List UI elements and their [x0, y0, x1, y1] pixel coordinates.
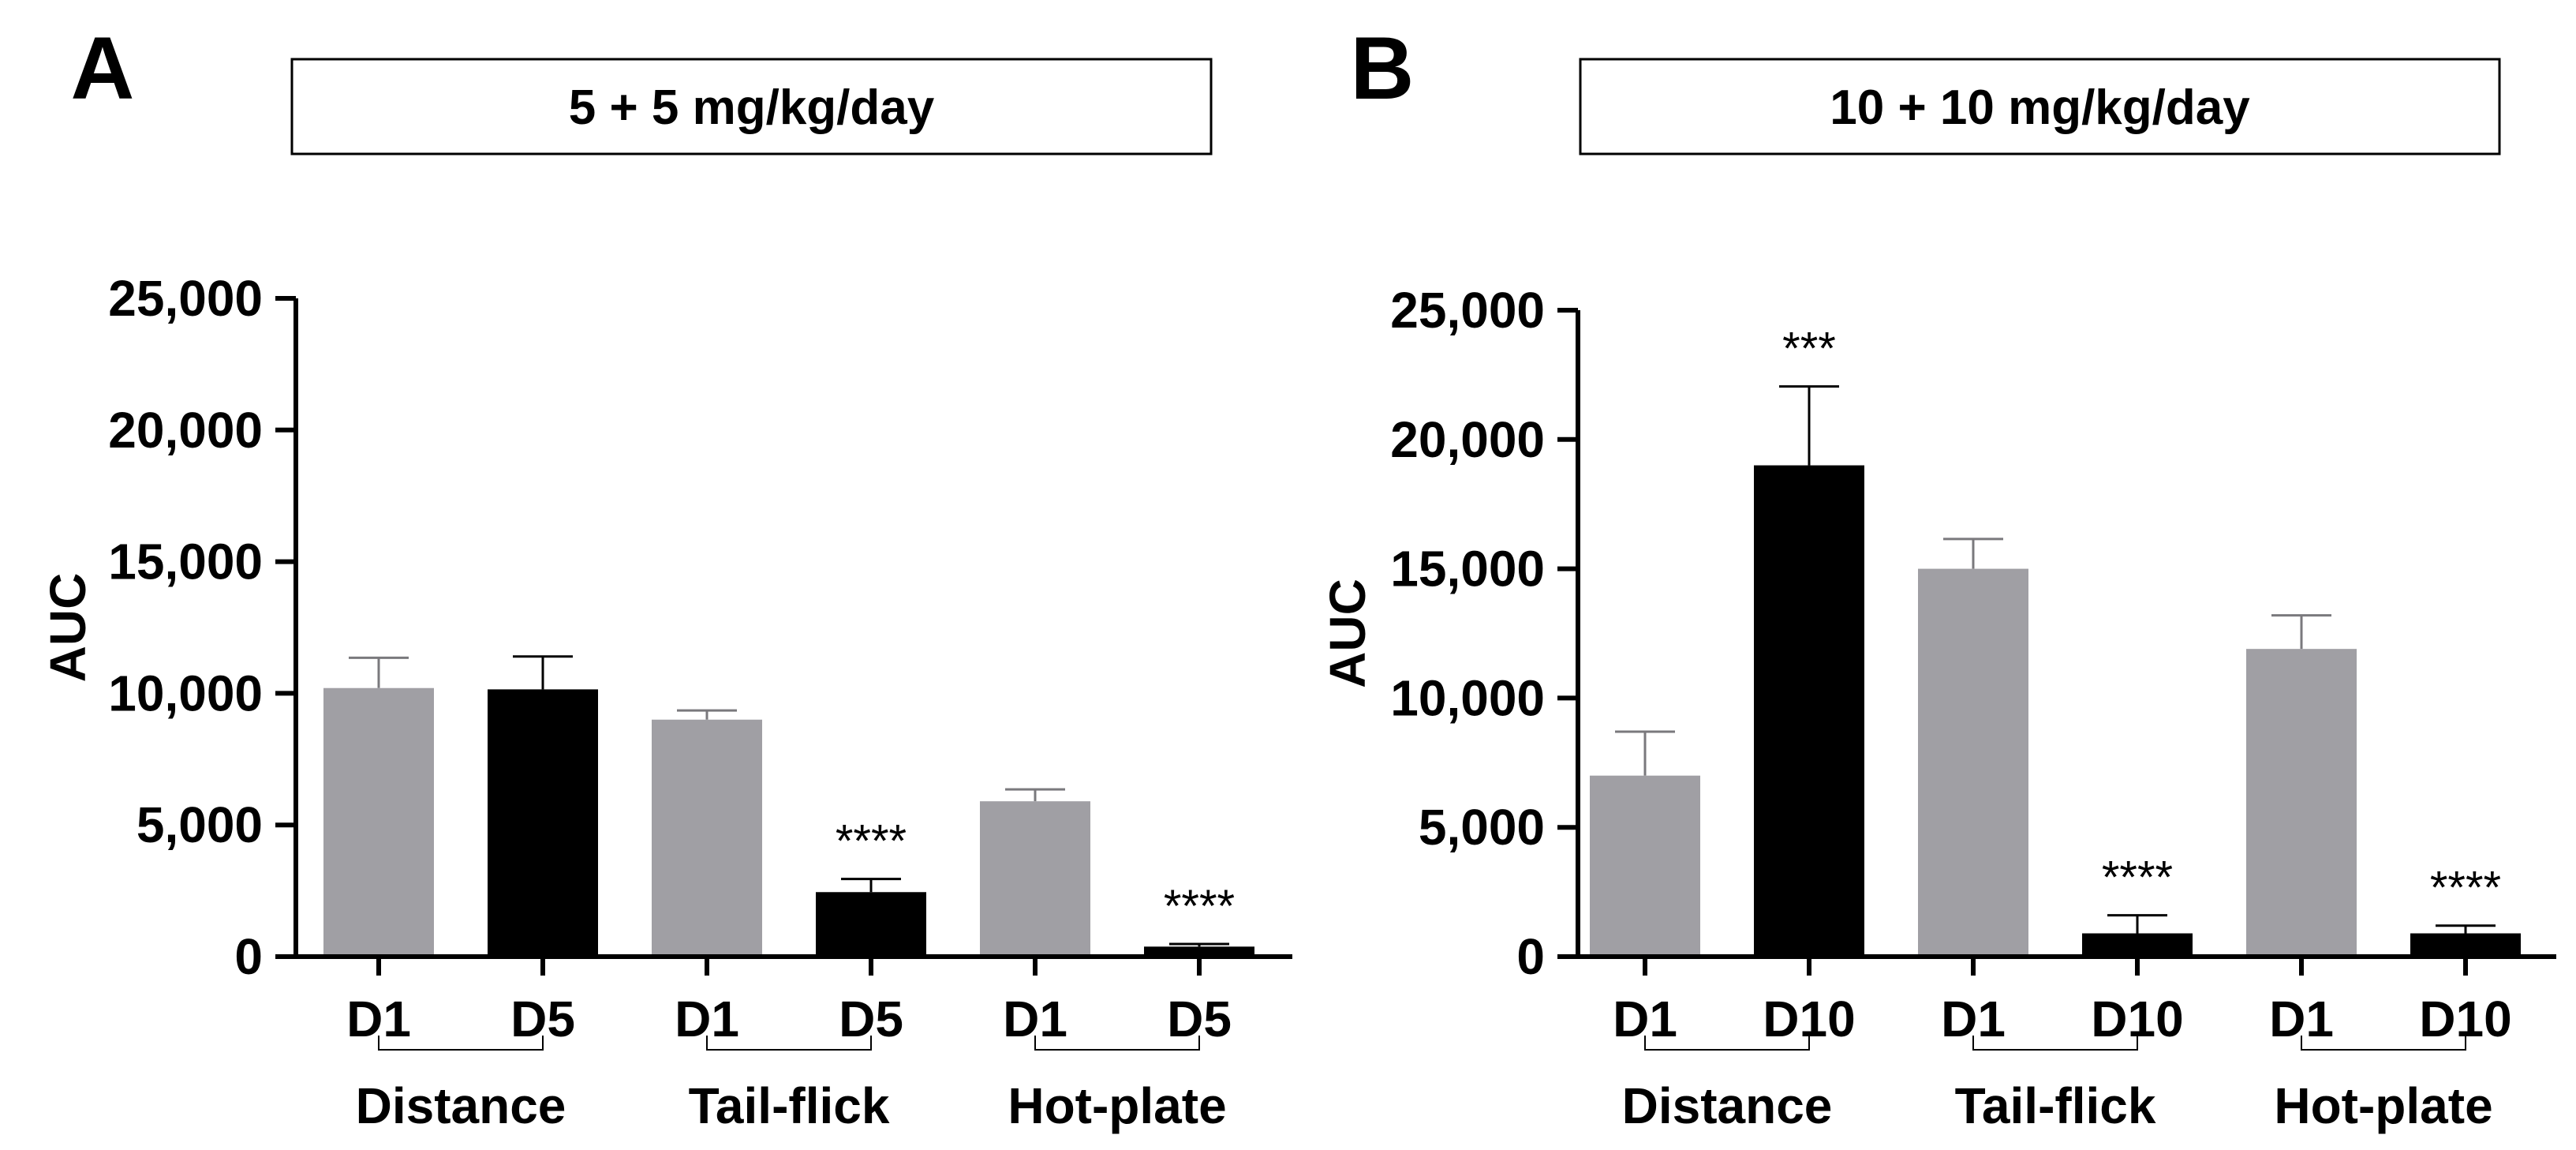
y-axis-label: AUC — [39, 573, 96, 683]
bar — [1918, 568, 2028, 957]
significance-label: *** — [1782, 324, 1836, 375]
group-bracket — [1644, 1036, 1810, 1051]
significance-label: **** — [1164, 881, 1235, 932]
y-axis-label: AUC — [1319, 579, 1376, 688]
group-label: Hot-plate — [1008, 1077, 1226, 1134]
significance-label: **** — [2430, 863, 2501, 914]
bar — [1754, 465, 1864, 957]
title-box — [1579, 58, 2501, 155]
y-tick-label: 20,000 — [108, 402, 263, 459]
group-bracket — [706, 1036, 872, 1051]
y-tick-label: 5,000 — [1419, 799, 1545, 856]
bar — [2246, 649, 2357, 957]
chart-title: 10 + 10 mg/kg/day — [1830, 81, 2250, 135]
bar — [1590, 775, 1700, 957]
y-tick-label: 10,000 — [108, 665, 263, 721]
group-label: Tail-flick — [1955, 1077, 2156, 1134]
significance-label: **** — [836, 816, 907, 867]
chart-panel-b: B 10 + 10 mg/kg/day AUC 0 5,000 10,000 15,000 2… — [1319, 19, 2556, 1134]
group-bracket — [1034, 1036, 1200, 1051]
y-tick-label: 15,000 — [1390, 541, 1545, 597]
group-bracket — [378, 1036, 544, 1051]
y-tick-label: 0 — [1516, 928, 1545, 985]
group-bracket — [2301, 1036, 2466, 1051]
panel-letter: B — [1351, 19, 1415, 118]
y-tick-label: 15,000 — [108, 534, 263, 590]
chart-title: 5 + 5 mg/kg/day — [569, 81, 935, 135]
y-tick-label: 10,000 — [1390, 669, 1545, 726]
bar — [323, 687, 434, 957]
group-label: Distance — [1622, 1077, 1833, 1134]
y-tick-label: 5,000 — [136, 796, 263, 853]
bar — [1144, 946, 1254, 957]
bar — [816, 892, 926, 957]
group-bracket — [1972, 1036, 2138, 1051]
group-label: Tail-flick — [689, 1077, 890, 1134]
bar — [2082, 933, 2193, 957]
bar — [980, 801, 1090, 957]
panel-letter: A — [71, 19, 135, 118]
bar — [652, 719, 762, 957]
y-tick-label: 20,000 — [1390, 411, 1545, 468]
bar — [488, 689, 598, 957]
bar — [2410, 933, 2521, 957]
y-tick-label: 0 — [234, 928, 263, 985]
significance-label: **** — [2102, 852, 2173, 904]
group-label: Hot-plate — [2274, 1077, 2492, 1134]
title-box — [290, 58, 1213, 155]
group-label: Distance — [356, 1077, 566, 1134]
chart-panel-a: A 5 + 5 mg/kg/day AUC 0 5,000 10,000 15,000 20,… — [39, 19, 1292, 1134]
y-tick-label: 25,000 — [1390, 282, 1545, 339]
y-tick-label: 25,000 — [108, 270, 263, 327]
